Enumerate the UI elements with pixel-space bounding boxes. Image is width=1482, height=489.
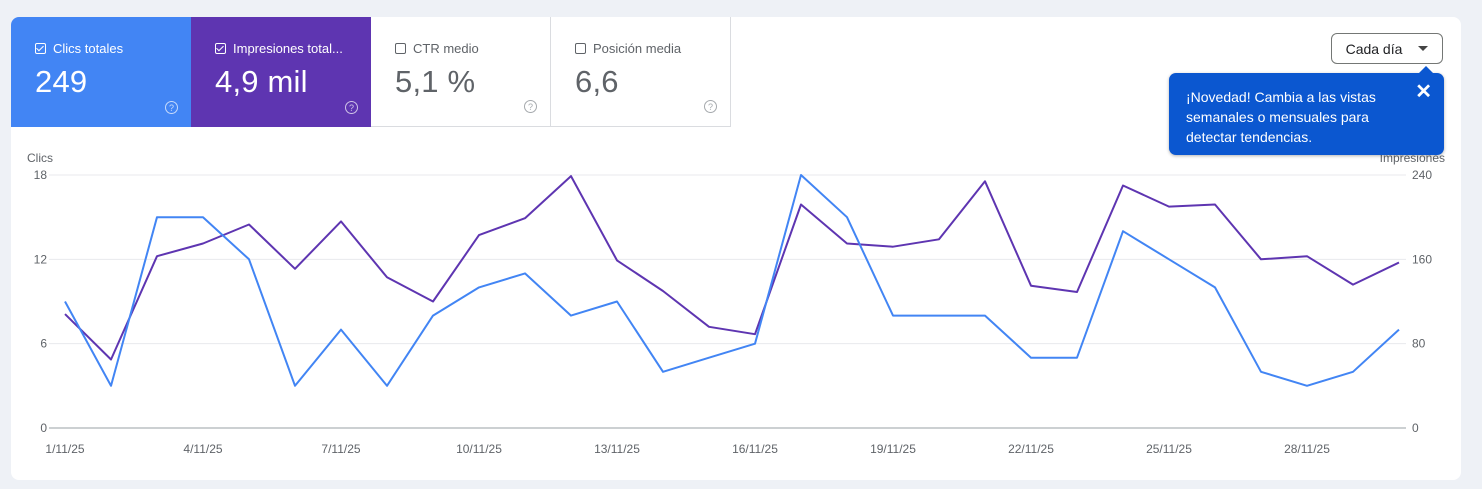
- x-axis-tick: 19/11/25: [870, 442, 916, 456]
- left-axis-tick: 18: [34, 168, 48, 182]
- metric-value: 6,6: [575, 64, 619, 99]
- metric-total-clicks[interactable]: Clics totales 249 ?: [11, 17, 191, 127]
- caret-down-icon: [1418, 46, 1429, 51]
- x-axis-tick: 1/11/25: [45, 442, 84, 456]
- metric-total-impressions[interactable]: Impresiones total... 4,9 mil ?: [191, 17, 371, 127]
- checkbox-unchecked-icon[interactable]: [575, 43, 586, 54]
- metric-value: 5,1 %: [395, 64, 476, 99]
- checkbox-checked-icon[interactable]: [215, 43, 226, 54]
- left-axis-title: Clics: [27, 151, 53, 165]
- metric-value: 4,9 mil: [215, 64, 308, 99]
- x-axis-tick: 10/11/25: [456, 442, 502, 456]
- metric-label: Impresiones total...: [233, 41, 343, 56]
- metric-average-position[interactable]: Posición media 6,6 ?: [551, 17, 731, 127]
- help-icon[interactable]: ?: [524, 100, 537, 113]
- x-axis-tick: 16/11/25: [732, 442, 778, 456]
- series-line-impresiones: [64, 175, 1400, 361]
- granularity-dropdown[interactable]: Cada día: [1331, 33, 1443, 64]
- left-axis-tick: 12: [34, 252, 48, 266]
- right-axis-tick: 80: [1412, 337, 1426, 351]
- metric-value: 249: [35, 64, 88, 99]
- right-axis-tick: 240: [1412, 168, 1432, 182]
- help-icon[interactable]: ?: [704, 100, 717, 113]
- x-axis-tick: 28/11/25: [1284, 442, 1330, 456]
- help-icon[interactable]: ?: [165, 101, 178, 114]
- dropdown-label: Cada día: [1345, 40, 1403, 57]
- left-axis-tick: 6: [40, 337, 47, 351]
- metric-label: Clics totales: [53, 41, 124, 56]
- metric-average-ctr[interactable]: CTR medio 5,1 % ?: [371, 17, 551, 127]
- series-line-clics: [64, 174, 1400, 387]
- checkbox-checked-icon[interactable]: [35, 43, 46, 54]
- right-axis-tick: 160: [1412, 252, 1432, 266]
- right-axis-tick: 0: [1412, 421, 1419, 435]
- checkbox-unchecked-icon[interactable]: [395, 43, 406, 54]
- x-axis-tick: 22/11/25: [1008, 442, 1054, 456]
- left-axis-tick: 0: [40, 421, 47, 435]
- x-axis-tick: 13/11/25: [594, 442, 640, 456]
- close-icon[interactable]: ✕: [1415, 81, 1432, 103]
- x-axis-tick: 4/11/25: [183, 442, 222, 456]
- performance-card: Clics totales 249 ? Impresiones total...…: [11, 17, 1461, 480]
- tooltip-text: ¡Novedad! Cambia a las vistas semanales …: [1186, 89, 1376, 145]
- metric-tabs: Clics totales 249 ? Impresiones total...…: [11, 17, 731, 127]
- metric-label: Posición media: [593, 41, 682, 56]
- new-feature-tooltip: ¡Novedad! Cambia a las vistas semanales …: [1169, 66, 1444, 155]
- x-axis-tick: 25/11/25: [1146, 442, 1192, 456]
- help-icon[interactable]: ?: [345, 101, 358, 114]
- metric-label: CTR medio: [413, 41, 479, 56]
- x-axis-tick: 7/11/25: [321, 442, 360, 456]
